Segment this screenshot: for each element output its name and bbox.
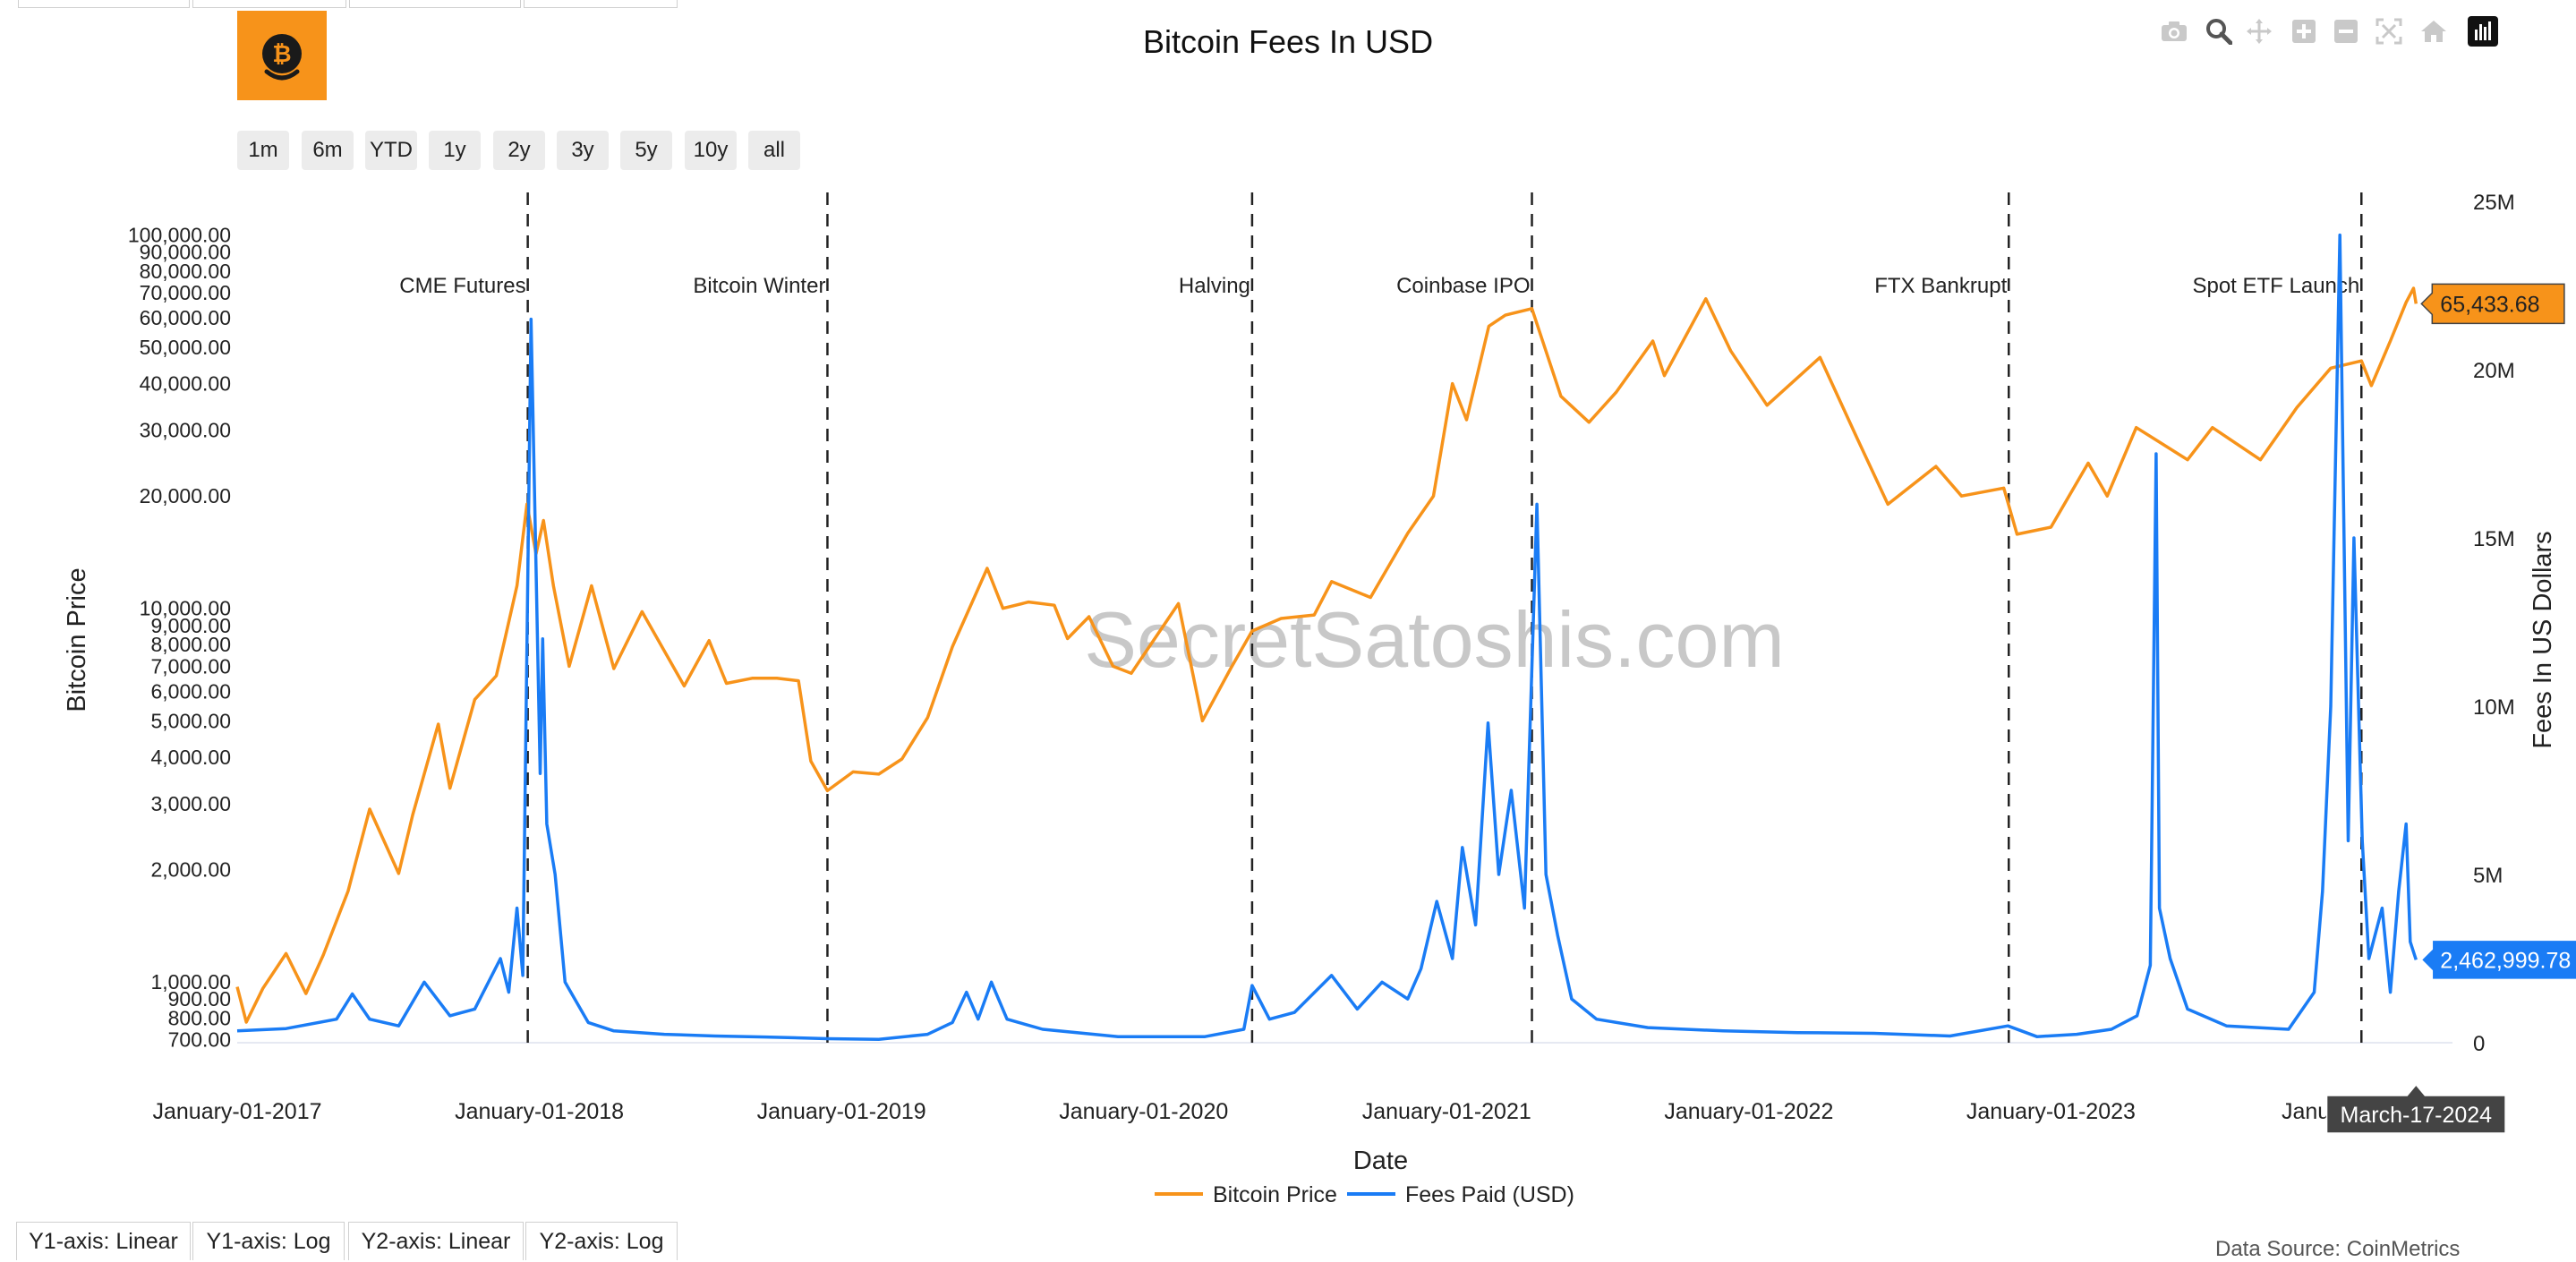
y2-tick-label: 20M xyxy=(2473,359,2515,383)
y-tick-label: 1,000.00 xyxy=(150,970,231,993)
secret-satoshis-logo: ₿ xyxy=(237,11,327,100)
y-tick-label: 90,000.00 xyxy=(140,241,231,264)
fees-hover-label-text: 2,462,999.78 xyxy=(2440,948,2571,973)
x-tick-label: January-01-2020 xyxy=(1059,1099,1228,1124)
y-tick-label: 800.00 xyxy=(168,1006,231,1029)
top-tab-1[interactable] xyxy=(18,0,190,8)
zoom-out-icon[interactable] xyxy=(2329,14,2363,48)
legend-item-fees-paid-label: Fees Paid (USD) xyxy=(1405,1182,1574,1207)
y-tick-label: 30,000.00 xyxy=(140,419,231,442)
y2-tick-label: 5M xyxy=(2473,864,2503,888)
y-tick-label: 3,000.00 xyxy=(150,792,231,815)
zoom-icon[interactable] xyxy=(2202,14,2236,48)
range-button-6m[interactable]: 6m xyxy=(302,131,354,170)
series-line-bitcoin-price xyxy=(235,286,2418,1024)
event-label-1: Bitcoin Winter xyxy=(693,274,825,298)
fees-hover-label-box xyxy=(2420,939,2576,981)
range-button-all[interactable]: all xyxy=(748,131,800,170)
svg-text:₿: ₿ xyxy=(272,40,291,67)
x-tick-label: January-01-2017 xyxy=(152,1099,321,1124)
x-tick-label: January-01-2023 xyxy=(1966,1099,2136,1124)
watermark-text: SecretSatoshis.com xyxy=(1084,595,1785,684)
y-tick-label: 60,000.00 xyxy=(140,306,231,329)
y2-tick-label: 15M xyxy=(2473,527,2515,551)
legend-item-bitcoin-price-label: Bitcoin Price xyxy=(1213,1182,1337,1207)
y2-tick-label: 10M xyxy=(2473,695,2515,720)
y2-axis-linear-button[interactable]: Y2-axis: Linear xyxy=(348,1222,524,1260)
reset-axes-icon[interactable] xyxy=(2417,14,2451,48)
zoom-in-icon[interactable] xyxy=(2287,14,2321,48)
camera-icon[interactable] xyxy=(2157,14,2191,48)
y-tick-label: 70,000.00 xyxy=(140,281,231,304)
y-tick-label: 4,000.00 xyxy=(150,746,231,769)
event-label-4: FTX Bankrupt xyxy=(1874,274,2007,298)
x-tick-label: January-01-2019 xyxy=(757,1099,926,1124)
y-tick-label: 100,000.00 xyxy=(128,224,231,247)
y-tick-label: 20,000.00 xyxy=(140,484,231,507)
y-tick-label: 8,000.00 xyxy=(150,633,231,656)
y-tick-label: 7,000.00 xyxy=(150,654,231,678)
y-tick-label: 900.00 xyxy=(168,987,231,1010)
range-button-3y[interactable]: 3y xyxy=(557,131,609,170)
range-button-1y[interactable]: 1y xyxy=(429,131,481,170)
x-tick-label: January-01-2021 xyxy=(1362,1099,1531,1124)
y-axis-title: Bitcoin Price xyxy=(63,567,91,712)
data-source-label: Data Source: CoinMetrics xyxy=(2215,1237,2461,1261)
autoscale-icon[interactable] xyxy=(2372,14,2406,48)
y-tick-label: 700.00 xyxy=(168,1028,231,1052)
bitcoin-price-hover-label-box xyxy=(2420,283,2565,325)
y2-axis-log-button[interactable]: Y2-axis: Log xyxy=(525,1222,678,1260)
event-label-3: Coinbase IPO xyxy=(1396,274,1530,298)
plotly-logo-icon[interactable] xyxy=(2466,14,2500,48)
x-tick-label: January-01-2018 xyxy=(455,1099,624,1124)
top-tab-4[interactable] xyxy=(524,0,678,8)
top-tab-3[interactable] xyxy=(349,0,521,8)
bitcoin-price-hover-label-text: 65,433.68 xyxy=(2440,292,2539,317)
y-tick-label: 10,000.00 xyxy=(140,597,231,620)
top-tab-2[interactable] xyxy=(192,0,346,8)
y-tick-label: 5,000.00 xyxy=(150,709,231,732)
y-tick-label: 80,000.00 xyxy=(140,260,231,283)
range-button-2y[interactable]: 2y xyxy=(493,131,545,170)
event-label-5: Spot ETF Launch xyxy=(2192,274,2359,298)
y2-axis-title: Fees In US Dollars xyxy=(2529,531,2557,748)
event-label-0: CME Futures xyxy=(399,274,525,298)
series-line-fees-paid xyxy=(236,233,2418,1041)
x-axis-title: Date xyxy=(1353,1147,1408,1175)
hover-date-text: March-17-2024 xyxy=(2341,1103,2493,1128)
range-button-1m[interactable]: 1m xyxy=(237,131,289,170)
range-button-ytd[interactable]: YTD xyxy=(365,131,417,170)
range-button-10y[interactable]: 10y xyxy=(685,131,737,170)
pan-icon[interactable] xyxy=(2242,14,2276,48)
y2-tick-label: 0 xyxy=(2473,1032,2485,1056)
y-tick-label: 9,000.00 xyxy=(150,614,231,637)
bitcoin-mascot-icon: ₿ xyxy=(262,34,302,81)
y-tick-label: 2,000.00 xyxy=(150,857,231,881)
chart-title: Bitcoin Fees In USD xyxy=(1142,23,1434,60)
y-tick-label: 40,000.00 xyxy=(140,372,231,396)
x-tick-label: January-01-2022 xyxy=(1664,1099,1833,1124)
y2-tick-label: 25M xyxy=(2473,191,2515,215)
y-tick-label: 6,000.00 xyxy=(150,679,231,703)
y1-axis-log-button[interactable]: Y1-axis: Log xyxy=(192,1222,345,1260)
y-tick-label: 50,000.00 xyxy=(140,336,231,359)
event-label-2: Halving xyxy=(1179,274,1250,298)
hover-date-box xyxy=(2325,1083,2506,1134)
y1-axis-linear-button[interactable]: Y1-axis: Linear xyxy=(16,1222,191,1260)
range-button-5y[interactable]: 5y xyxy=(620,131,672,170)
